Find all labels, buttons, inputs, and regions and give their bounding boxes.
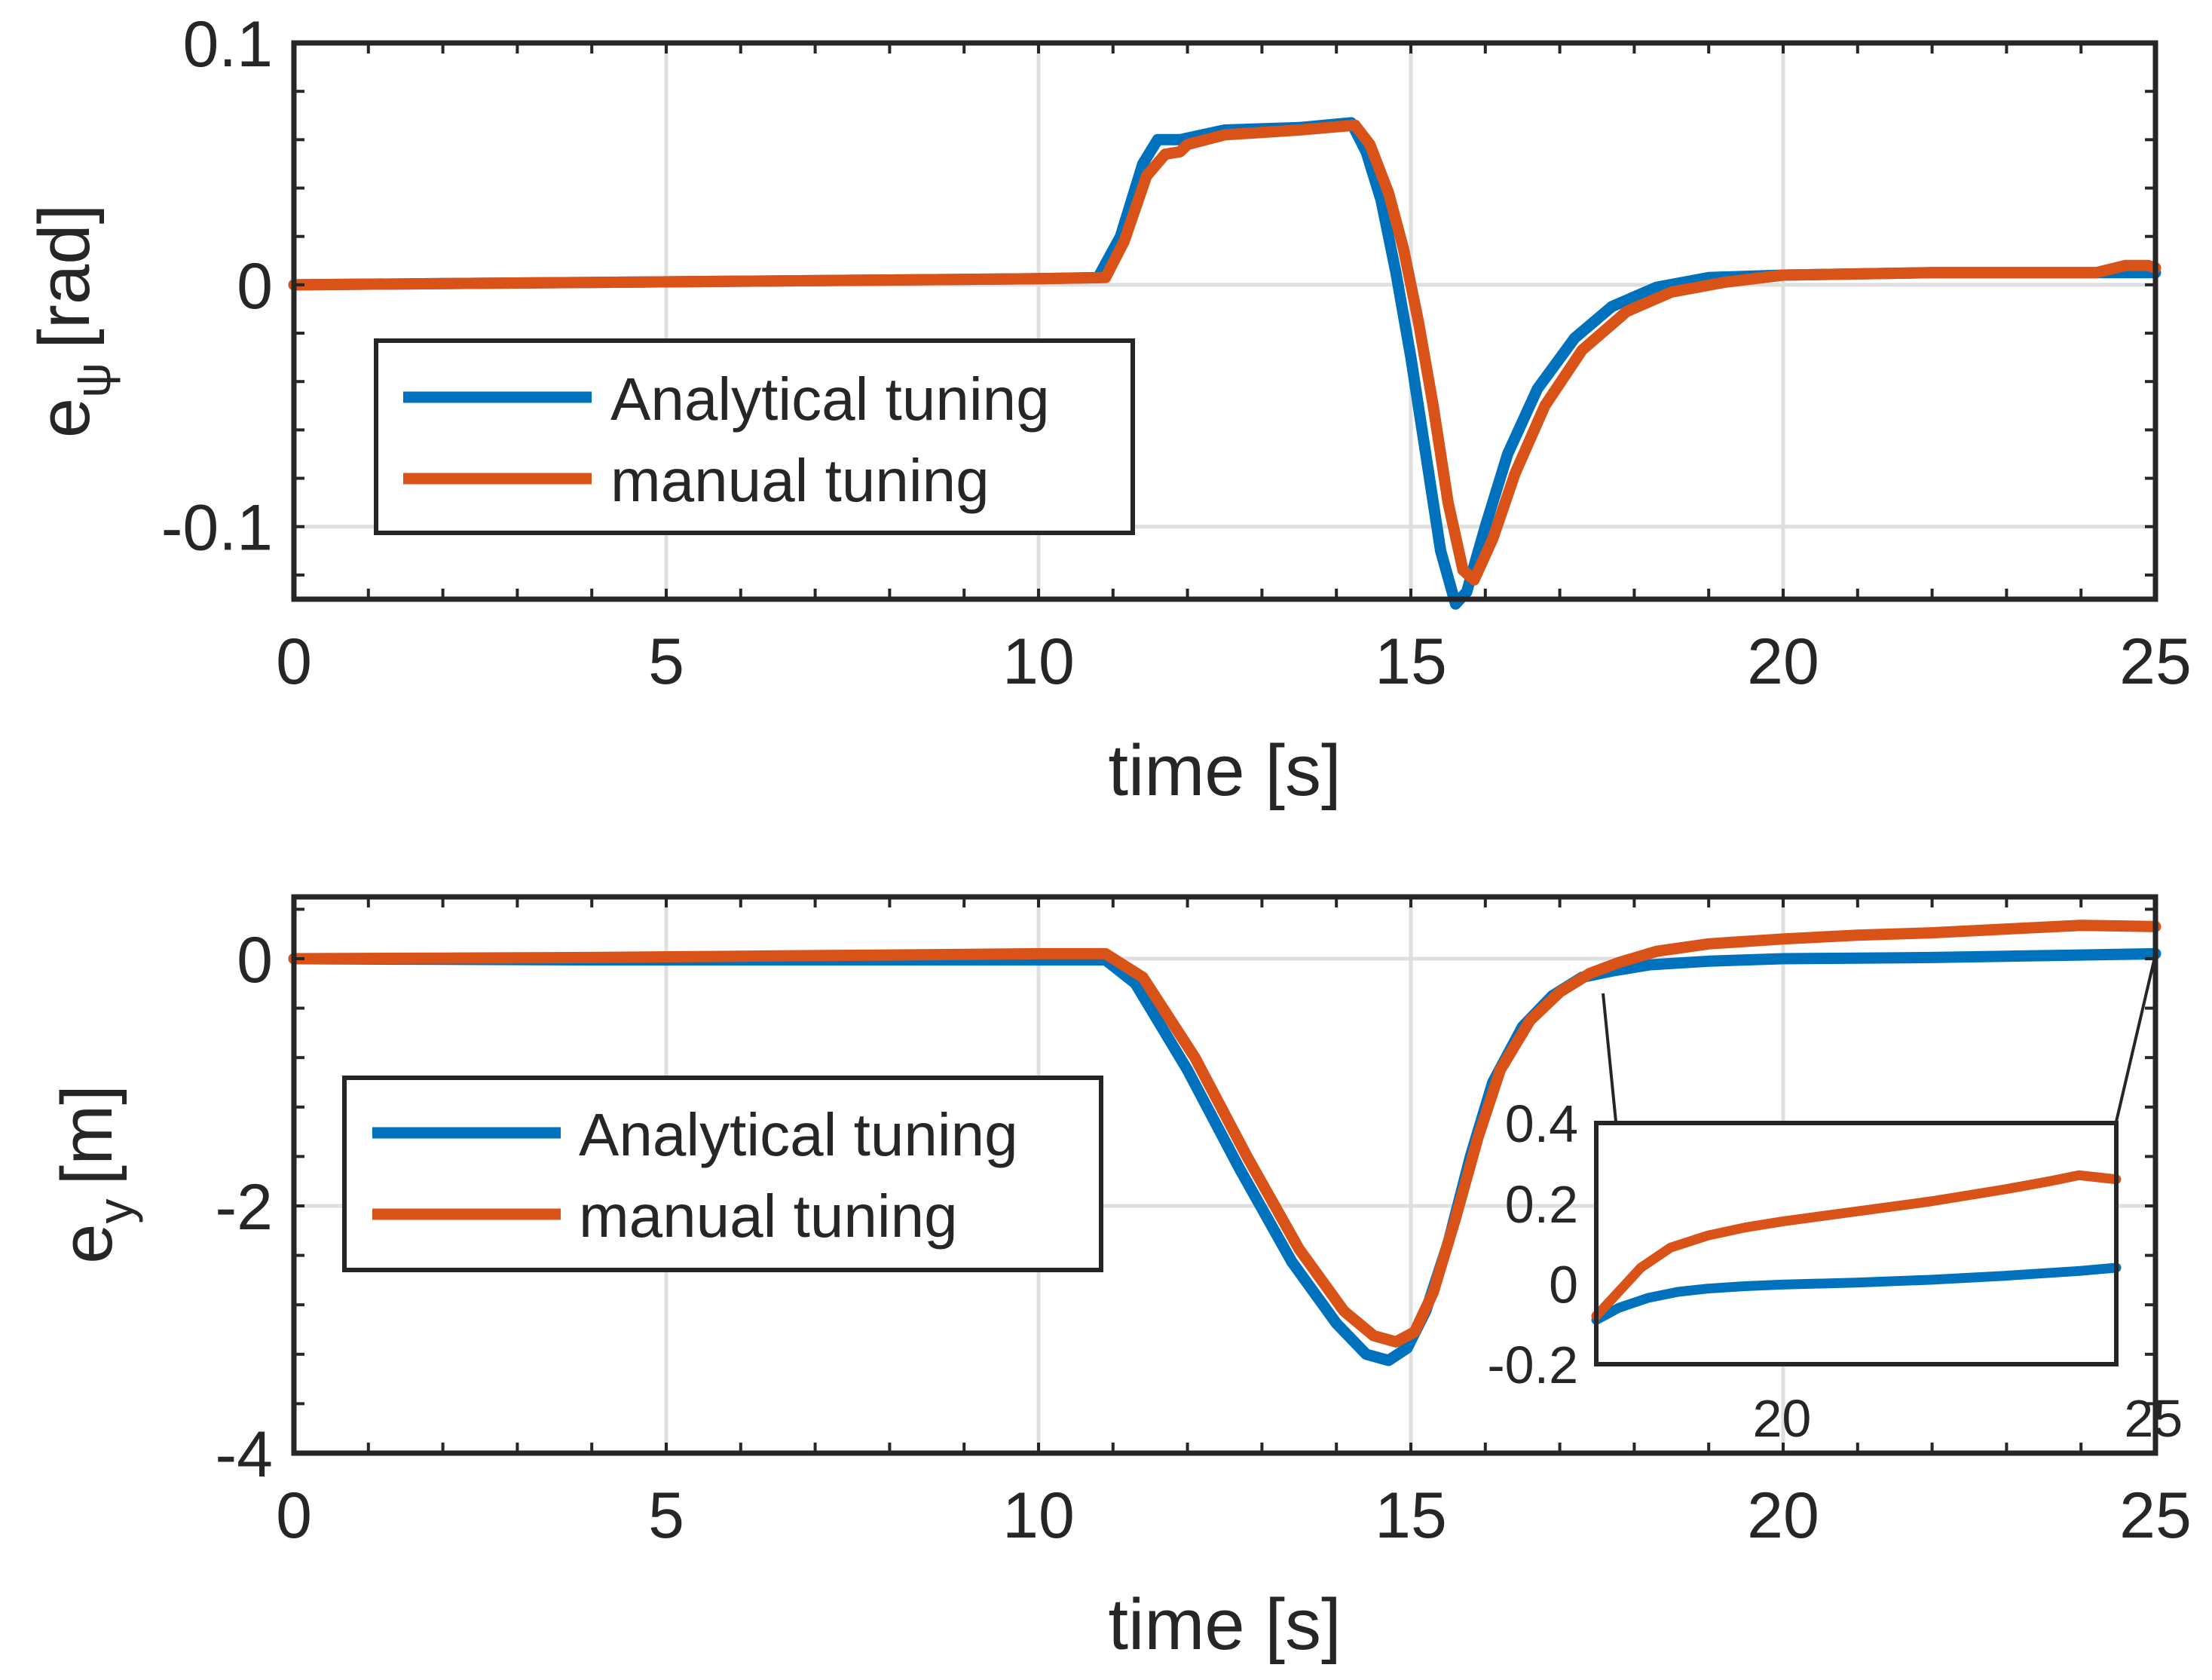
y-axis-label-subscript: y (87, 1198, 143, 1223)
legend-label-manual: manual tuning (610, 447, 990, 514)
legend: Analytical tuning manual tuning (342, 1076, 1103, 1272)
y-axis-label: eψ [rad] (24, 204, 121, 439)
x-tick-label: 15 (1375, 1480, 1447, 1552)
x-tick-labels: 0 5 10 15 20 25 (276, 1480, 2192, 1552)
heading-error-plot: 0 5 10 15 20 25 -0.100.1 time [s] eψ[rad] Ana… (24, 8, 2192, 811)
inset-series-lines (1591, 1170, 2122, 1325)
y-axis-label-main: e (47, 1223, 127, 1263)
x-tick-label: 5 (648, 1480, 684, 1552)
y-tick-label: 0.2 (1505, 1175, 1578, 1234)
zoom-connector-left (1602, 993, 1617, 1122)
x-tick-label: 20 (1747, 626, 1819, 698)
x-tick-label: 5 (648, 626, 684, 698)
y-tick-label: -0.2 (1487, 1336, 1578, 1394)
inset-axes-box (1594, 1121, 2119, 1366)
zoom-connector-right (2115, 953, 2157, 1122)
y-axis-label-unit: [rad] (24, 204, 105, 349)
legend-label-analytical: Analytical tuning (610, 366, 1050, 433)
x-tick-label: 10 (1002, 626, 1075, 698)
inset-y-tick-labels: -0.2 0 0.2 0.4 (1487, 1094, 1578, 1394)
y-tick-label: -4 (216, 1418, 273, 1491)
y-tick-labels: -4 -2 0 (216, 924, 273, 1491)
series-line-manual (1591, 1170, 2122, 1321)
y-tick-label: -2 (216, 1171, 273, 1244)
x-tick-label: 25 (2119, 1480, 2192, 1552)
y-tick-labels: -0.1 0 0.1 (161, 8, 273, 565)
legend: Analytical tuning manual tuning (374, 338, 1135, 535)
x-axis-label: time [s] (1108, 1584, 1341, 1665)
y-axis-label: ey [m] (47, 1085, 143, 1264)
x-tick-label: 20 (1752, 1389, 1811, 1448)
series-line-manual (288, 119, 2162, 586)
legend-box (374, 338, 1135, 535)
x-tick-label: 0 (276, 1480, 312, 1552)
y-tick-label: 0 (237, 250, 273, 323)
y-tick-label: 0.1 (182, 8, 273, 81)
y-axis-label-main: e (24, 398, 105, 438)
series-lines (288, 117, 2162, 610)
y-tick-label: 0 (237, 924, 273, 996)
x-tick-label: 20 (1747, 1480, 1819, 1552)
x-tick-label: 10 (1002, 1480, 1075, 1552)
y-tick-label: 0.4 (1505, 1094, 1578, 1153)
series-lines (288, 920, 2162, 1366)
legend-box (342, 1076, 1103, 1272)
x-tick-label: 0 (276, 626, 312, 698)
y-tick-label: -0.1 (161, 492, 273, 565)
y-axis-label-subscript: ψ (65, 363, 121, 398)
y-axis-label-unit: [m] (47, 1085, 127, 1185)
series-line-manual (288, 920, 2162, 1348)
legend-label-manual: manual tuning (579, 1183, 958, 1250)
y-tick-label: 0 (1549, 1256, 1578, 1314)
zoom-inset: 20 25 -0.200.20.4 (1487, 1094, 2183, 1448)
x-tick-label: 25 (2124, 1389, 2183, 1448)
x-tick-labels: 0 5 10 15 20 25 (276, 626, 2192, 698)
x-tick-label: 25 (2119, 626, 2192, 698)
legend-label-analytical: Analytical tuning (579, 1101, 1018, 1168)
axes-box (291, 894, 2158, 1456)
axes-box (291, 40, 2158, 602)
inset-x-tick-labels: 20 25 (1752, 1389, 2183, 1448)
x-tick-label: 15 (1375, 626, 1447, 698)
x-axis-label: time [s] (1108, 730, 1341, 811)
series-line-analytical (1591, 1262, 2122, 1325)
